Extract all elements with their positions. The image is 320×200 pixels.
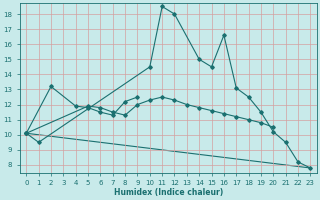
X-axis label: Humidex (Indice chaleur): Humidex (Indice chaleur) <box>114 188 223 197</box>
